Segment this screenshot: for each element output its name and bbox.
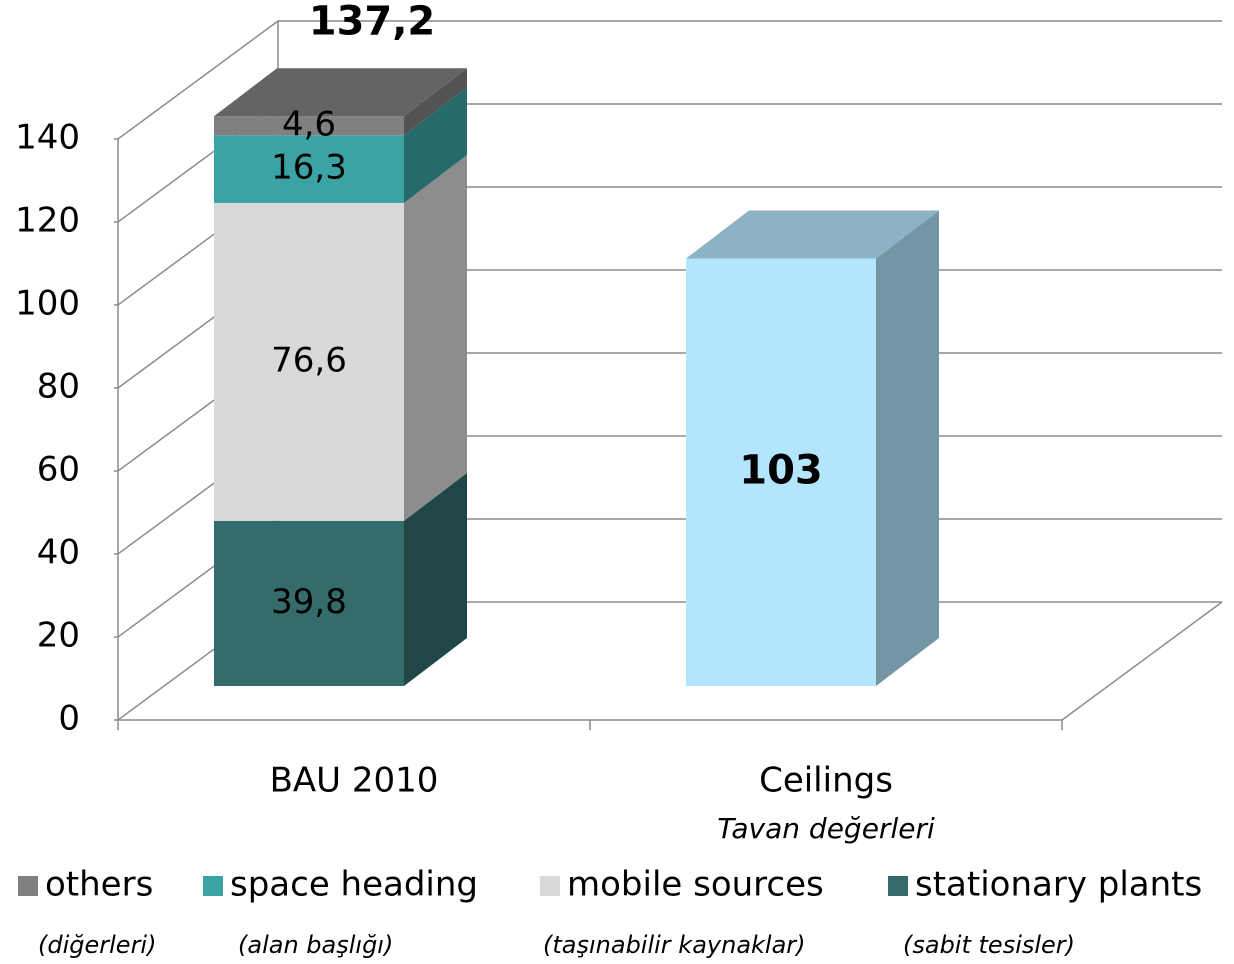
x-subtitle: Tavan değerleri [717, 812, 935, 845]
legend-label: mobile sources [567, 865, 824, 905]
bar-top [214, 68, 467, 117]
grid-line [114, 20, 1222, 140]
bar-front [686, 258, 876, 686]
total-label: 137,2 [309, 0, 436, 45]
bar-front [214, 135, 404, 203]
legend-label: stationary plants [915, 865, 1202, 905]
legend-swatch [203, 876, 223, 896]
legend-translation: (alan başlığı) [238, 931, 393, 959]
x-tick-label: BAU 2010 [270, 761, 439, 801]
x-tick-label: Ceilings [759, 761, 893, 801]
grid-line [114, 103, 1222, 223]
y-tick-label: 80 [37, 367, 80, 407]
y-tick-label: 60 [37, 450, 80, 490]
y-tick-label: 100 [15, 284, 80, 324]
bar-side [404, 472, 467, 686]
value-label: 16,3 [271, 148, 347, 188]
bar-side [404, 154, 467, 521]
value-label: 76,6 [271, 340, 347, 380]
y-tick-label: 0 [58, 699, 80, 739]
grid-line [114, 186, 1222, 306]
value-label: 39,8 [271, 582, 347, 622]
legend-swatch [540, 876, 560, 896]
legend-swatch [888, 876, 908, 896]
value-label: 4,6 [282, 104, 336, 144]
y-tick-label: 120 [15, 201, 80, 241]
y-tick-label: 40 [37, 533, 80, 573]
bar-top [686, 210, 939, 259]
bar-side [404, 87, 467, 203]
bar-front [214, 520, 404, 686]
bar-front [214, 116, 404, 136]
y-tick-label: 140 [15, 118, 80, 158]
legend-translation: (sabit tesisler) [903, 931, 1075, 959]
legend-translation: (diğerleri) [38, 931, 156, 959]
y-tick-label: 20 [37, 616, 80, 656]
bar-side [404, 68, 467, 136]
bar-side [876, 210, 939, 687]
legend-swatch [18, 876, 38, 896]
legend-label: space heading [230, 865, 478, 905]
value-label: 103 [739, 447, 823, 493]
bar-front [214, 202, 404, 521]
legend-translation: (taşınabilir kaynaklar) [543, 931, 806, 959]
legend-label: others [45, 865, 153, 905]
